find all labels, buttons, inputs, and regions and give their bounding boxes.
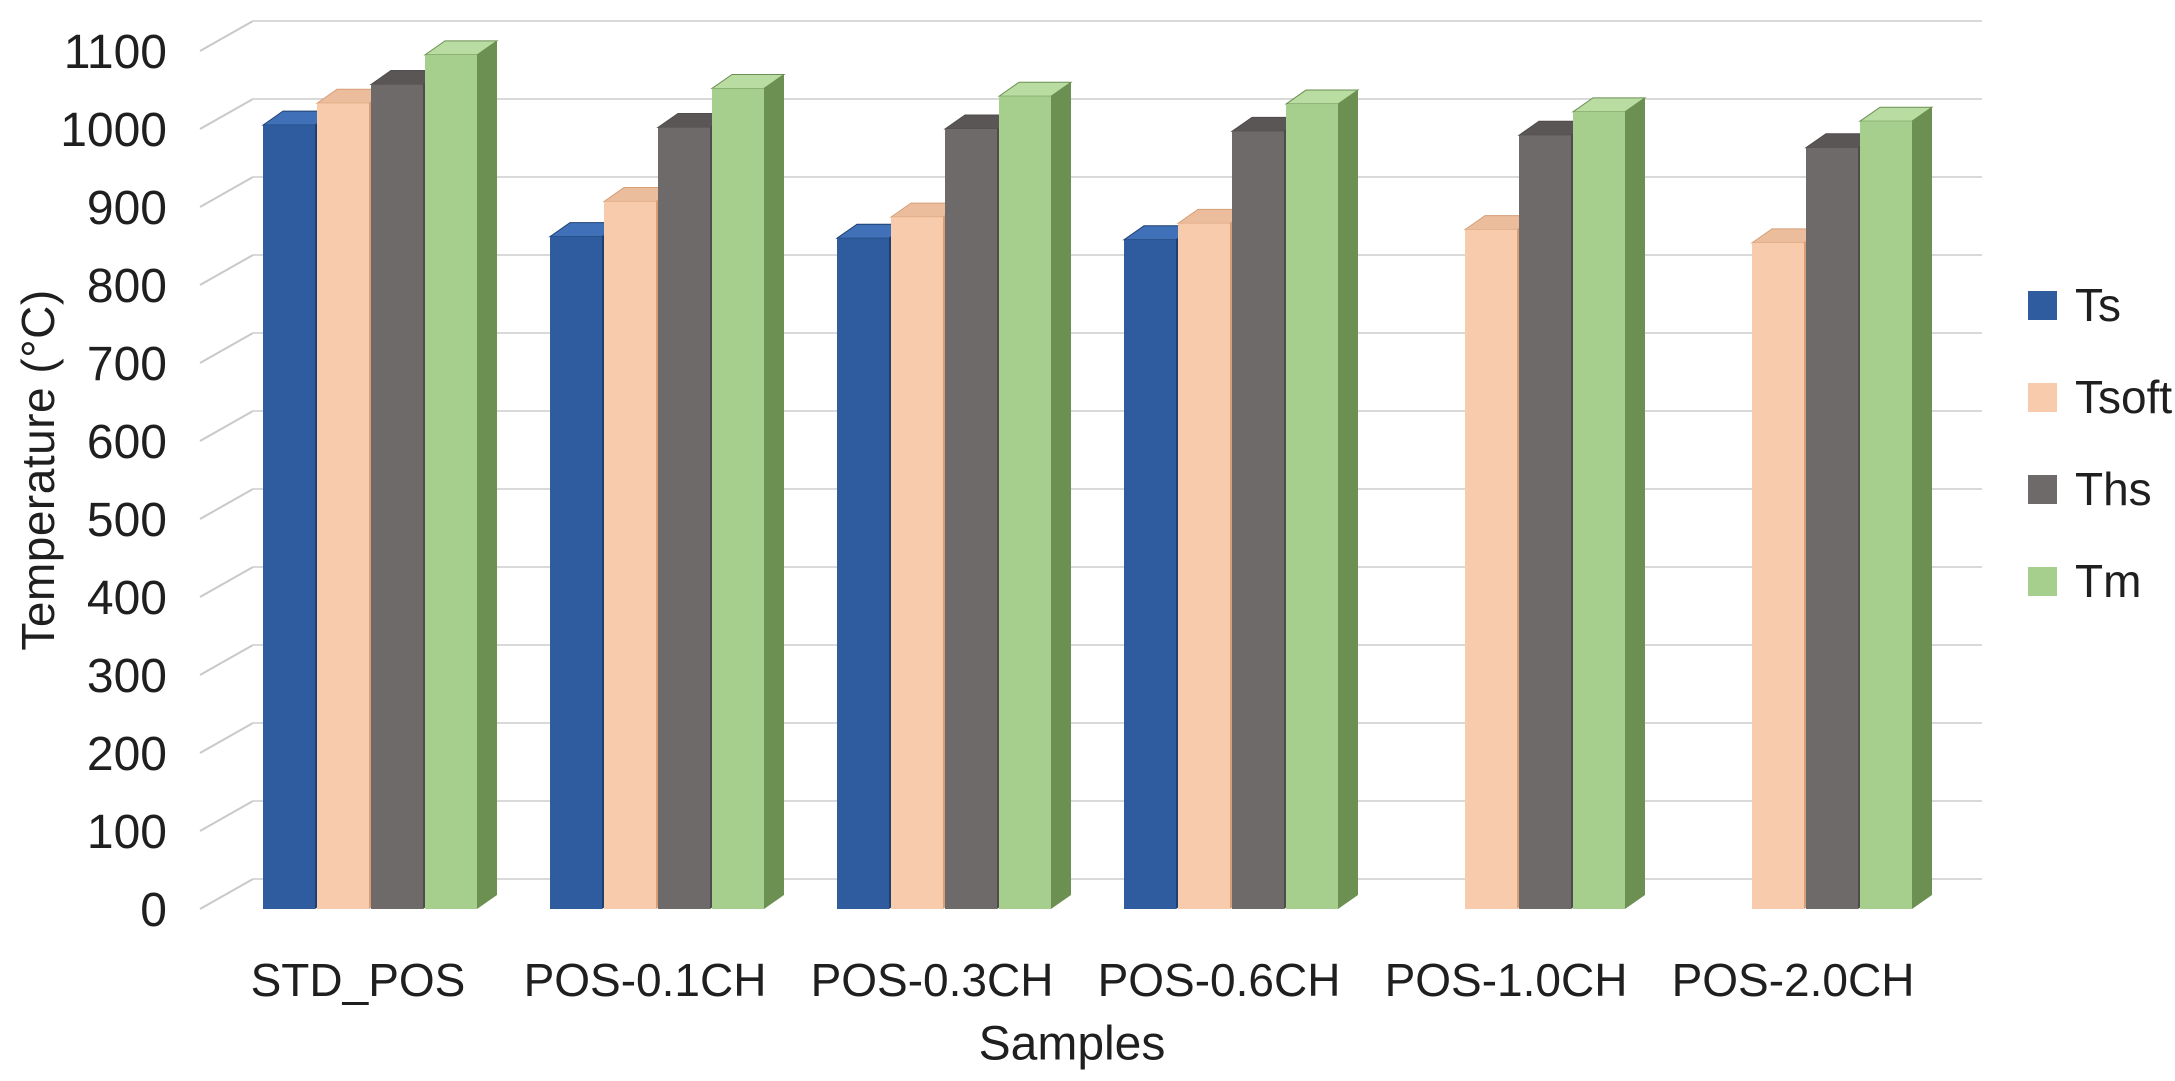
legend-item-Ts: Ts: [2028, 282, 2172, 328]
bar-Tsoft-POS-0.1CH: [604, 201, 656, 910]
y-tick-label-800: 800: [87, 260, 167, 313]
bar-Tm-STD_POS: [425, 54, 477, 909]
legend-item-Tm: Tm: [2028, 558, 2172, 604]
bar-Tm-POS-1.0CH: [1573, 111, 1625, 910]
gridline-leader-900: [199, 176, 254, 208]
bar-Tsoft-POS-2.0CH: [1752, 242, 1804, 909]
bar-Ts-POS-0.6CH: [1124, 239, 1176, 909]
x-axis-title: Samples: [978, 1017, 1166, 1071]
x-tick-label-POS-2.0CH: POS-2.0CH: [1672, 954, 1915, 1006]
bar-side-Tm-POS-0.6CH: [1338, 90, 1358, 910]
bar-Ths-POS-0.6CH: [1232, 131, 1284, 910]
x-tick-label-STD_POS: STD_POS: [251, 954, 466, 1006]
gridline-leader-400: [199, 566, 254, 598]
legend-label-Ts: Ts: [2075, 279, 2121, 331]
bar-Ths-POS-2.0CH: [1806, 147, 1858, 910]
legend-swatch-Ts: [2028, 290, 2057, 320]
bar-Tm-POS-2.0CH: [1860, 121, 1912, 909]
gridline-leader-300: [199, 644, 254, 676]
legend: Ts Tsoft Ths Tm: [2028, 282, 2172, 604]
legend-swatch-Tm: [2028, 566, 2057, 596]
bar-Tsoft-POS-0.6CH: [1178, 223, 1230, 909]
bar-Ts-POS-0.1CH: [550, 236, 602, 909]
y-tick-label-0: 0: [140, 884, 167, 937]
y-axis-title: Temperature (°C): [12, 289, 64, 651]
legend-label-Tm: Tm: [2075, 555, 2142, 607]
y-tick-label-1100: 1100: [64, 26, 167, 79]
x-tick-label-POS-0.6CH: POS-0.6CH: [1098, 954, 1341, 1006]
gridline-leader-1000: [199, 98, 254, 130]
y-tick-label-100: 100: [87, 806, 167, 859]
bar-side-Tm-POS-1.0CH: [1625, 97, 1645, 910]
y-tick-label-700: 700: [87, 338, 167, 391]
legend-swatch-Tsoft: [2028, 382, 2057, 412]
y-tick-label-300: 300: [87, 650, 167, 703]
bar-side-Tm-STD_POS: [477, 40, 497, 909]
bar-Tm-POS-0.6CH: [1286, 104, 1338, 910]
y-tick-label-400: 400: [87, 572, 167, 625]
legend-item-Ths: Ths: [2028, 466, 2172, 512]
legend-item-Tsoft: Tsoft: [2028, 374, 2172, 420]
x-tick-label-POS-1.0CH: POS-1.0CH: [1385, 954, 1628, 1006]
gridline-leader-0: [199, 878, 254, 910]
bar-Tsoft-POS-1.0CH: [1465, 229, 1517, 909]
gridline-leader-1100: [199, 20, 254, 52]
y-tick-label-600: 600: [87, 416, 167, 469]
gridline-leader-500: [199, 488, 254, 520]
bar-Ths-POS-0.3CH: [945, 129, 997, 909]
bar-Ts-POS-0.3CH: [837, 238, 889, 909]
gridline-leader-700: [199, 332, 254, 364]
bar-Ts-STD_POS: [263, 125, 315, 910]
gridline-leader-600: [199, 410, 254, 442]
bar-Ths-POS-1.0CH: [1519, 135, 1571, 910]
legend-swatch-Ths: [2028, 474, 2057, 504]
bar-side-Tm-POS-0.1CH: [764, 74, 784, 909]
bar-Ths-POS-0.1CH: [658, 127, 710, 909]
bar-side-Tm-POS-2.0CH: [1912, 107, 1932, 909]
gridline-leader-800: [199, 254, 254, 286]
x-tick-label-POS-0.1CH: POS-0.1CH: [524, 954, 767, 1006]
bar-side-Tm-POS-0.3CH: [1051, 82, 1071, 910]
bar-Ths-STD_POS: [371, 84, 423, 910]
bar-Tm-POS-0.1CH: [712, 88, 764, 909]
legend-label-Tsoft: Tsoft: [2075, 371, 2173, 423]
bar-Tsoft-POS-0.3CH: [891, 217, 943, 909]
y-tick-label-900: 900: [87, 182, 167, 235]
y-tick-label-1000: 1000: [60, 104, 167, 157]
y-tick-label-500: 500: [87, 494, 167, 547]
gridline-leader-200: [199, 722, 254, 754]
legend-label-Ths: Ths: [2075, 463, 2152, 515]
gridline-leader-100: [199, 800, 254, 832]
x-tick-label-POS-0.3CH: POS-0.3CH: [811, 954, 1054, 1006]
y-tick-label-200: 200: [87, 728, 167, 781]
bar-Tsoft-STD_POS: [317, 103, 369, 909]
bar-Tm-POS-0.3CH: [999, 96, 1051, 910]
